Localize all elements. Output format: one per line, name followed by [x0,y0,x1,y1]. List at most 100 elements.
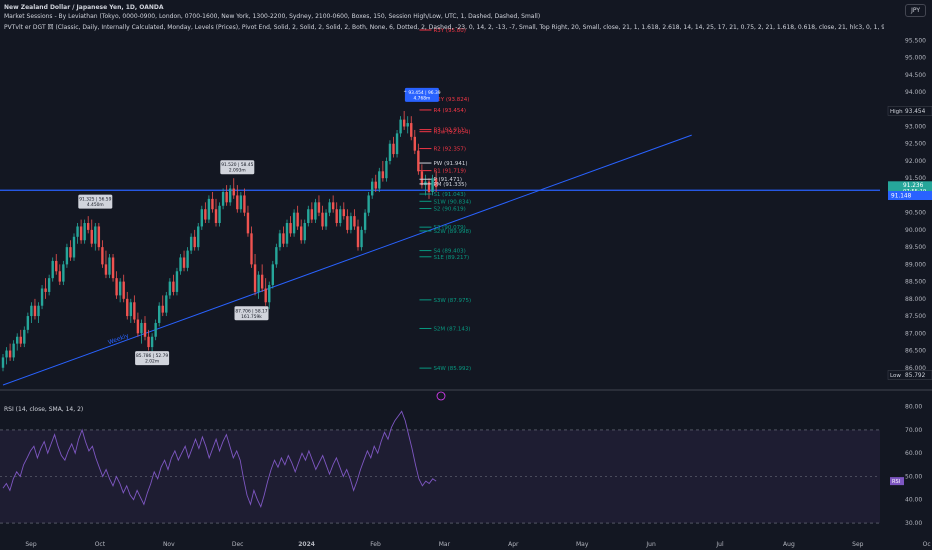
pivot-level-label: S4 (89.403) [433,249,465,255]
candle-body [335,209,338,224]
candle-body [8,350,12,358]
candle-body [200,209,203,227]
candle-body [417,150,420,172]
rsi-tick-label: 30.00 [905,520,922,527]
candle-body [79,226,83,241]
swing-label-text: 161.759k [241,314,262,320]
candle-body [427,181,431,192]
candle-body [122,281,125,299]
swing-label-text: 87.706 | 58.17 [235,308,267,314]
candle-body [87,223,90,230]
candle-body [314,202,317,220]
candle-body [165,295,168,313]
pivot-level-label: S1 (91.043) [433,192,465,198]
rsi-current-box [890,477,904,486]
candle-body [76,226,79,237]
candle-body [90,229,93,244]
candle-body [353,216,356,227]
candle-body [264,288,267,303]
high-tag-label: High [890,109,903,115]
candle-body [349,216,353,230]
candle-body [104,264,108,275]
level-price-tag: 91.148 [891,194,912,200]
candle-body [317,202,321,213]
indicator-pivots[interactable]: PVTvlt er DGT 回 (Classic, Daily, Interna… [4,24,884,31]
time-tick-label: Aug [783,541,795,548]
candle-body [363,212,367,230]
rsi-tick-label: 40.00 [905,497,922,504]
candle-body [211,198,214,210]
swing-label-text: 2.093m [229,168,246,174]
candle-body [197,226,200,248]
time-tick-label: Jun [645,541,656,548]
currency-badge[interactable]: JPY [905,4,926,17]
time-tick-label: Dec [232,541,244,548]
swing-label-text: 85.786 | 52.79 [136,353,168,359]
time-tick-label: Mar [439,541,451,548]
indicator-sessions[interactable]: Market Sessions - By Leviathan (Tokyo, 0… [4,13,541,20]
price-tick-label: 87.500 [905,313,926,320]
candle-body [83,223,86,241]
time-tick-label: Sep [852,541,864,548]
candle-body [250,233,253,265]
rsi-tick-label: 70.00 [905,427,922,434]
candle-body [47,278,51,292]
pivot-level-label: R1 (91.719) [433,169,466,175]
candle-body [328,202,331,213]
pivot-level-label: S3 (90.079) [433,225,465,231]
swing-label-text: 91.325 | 56.59 [79,197,111,203]
high-tag-box [887,106,932,116]
candle-body [399,119,402,134]
candle-body [30,305,33,317]
candle-body [111,257,115,279]
pivot-level-label: PM (91.335) [433,182,466,188]
swing-label-box [234,306,269,321]
price-tick-label: 89.000 [905,261,926,268]
candle-body [253,264,257,292]
candle-body [402,119,406,127]
candle-body [101,247,104,265]
candle-body [158,305,161,323]
candle-body [239,195,243,210]
candle-body [26,316,30,330]
price-tick-label: 93.000 [905,124,926,131]
candle-body [168,281,172,296]
candle-body [431,178,434,192]
pivot-level-label: S2M (87.143) [433,326,470,332]
pivot-level-label: R3w (92.854) [433,130,470,136]
swing-label-box [135,351,170,366]
symbol-title[interactable]: New Zealand Dollar / Japanese Yen, 1D, O… [4,4,164,11]
swing-label-text: 2.02m [145,359,159,365]
candle-body [40,288,44,306]
candle-body [55,260,58,272]
swing-label-text: 4.450m [87,202,104,208]
candle-body [374,181,377,189]
trendline-label: Weekly [107,332,130,346]
candle-body [37,305,40,317]
time-tick-label: Apr [508,541,519,548]
candle-body [33,305,37,317]
candle-body [392,143,395,155]
candle-body [282,233,285,244]
candle-body [16,336,19,344]
candle-body [221,191,225,206]
low-tag-label: Low [890,373,901,379]
candle-body [175,271,179,292]
pivot-level-label: S2W (89.998) [433,229,471,235]
price-tick-label: 95.000 [905,55,926,62]
high-tag-value: 93.454 [905,109,926,115]
price-tick-label: 88.000 [905,296,926,303]
candle-body [321,212,324,227]
candle-body [62,264,65,282]
candle-body [395,133,399,155]
candle-body [133,302,136,320]
candle-body [246,212,250,234]
time-tick-label: Feb [370,541,381,548]
candle-body [303,223,306,241]
swing-label-text: 4.768m [413,95,430,101]
candle-body [136,319,140,334]
time-tick-label: Oc [923,541,931,548]
candle-body [275,247,278,265]
swing-label-text: ^ 93.454 | 96.39 [403,90,440,96]
